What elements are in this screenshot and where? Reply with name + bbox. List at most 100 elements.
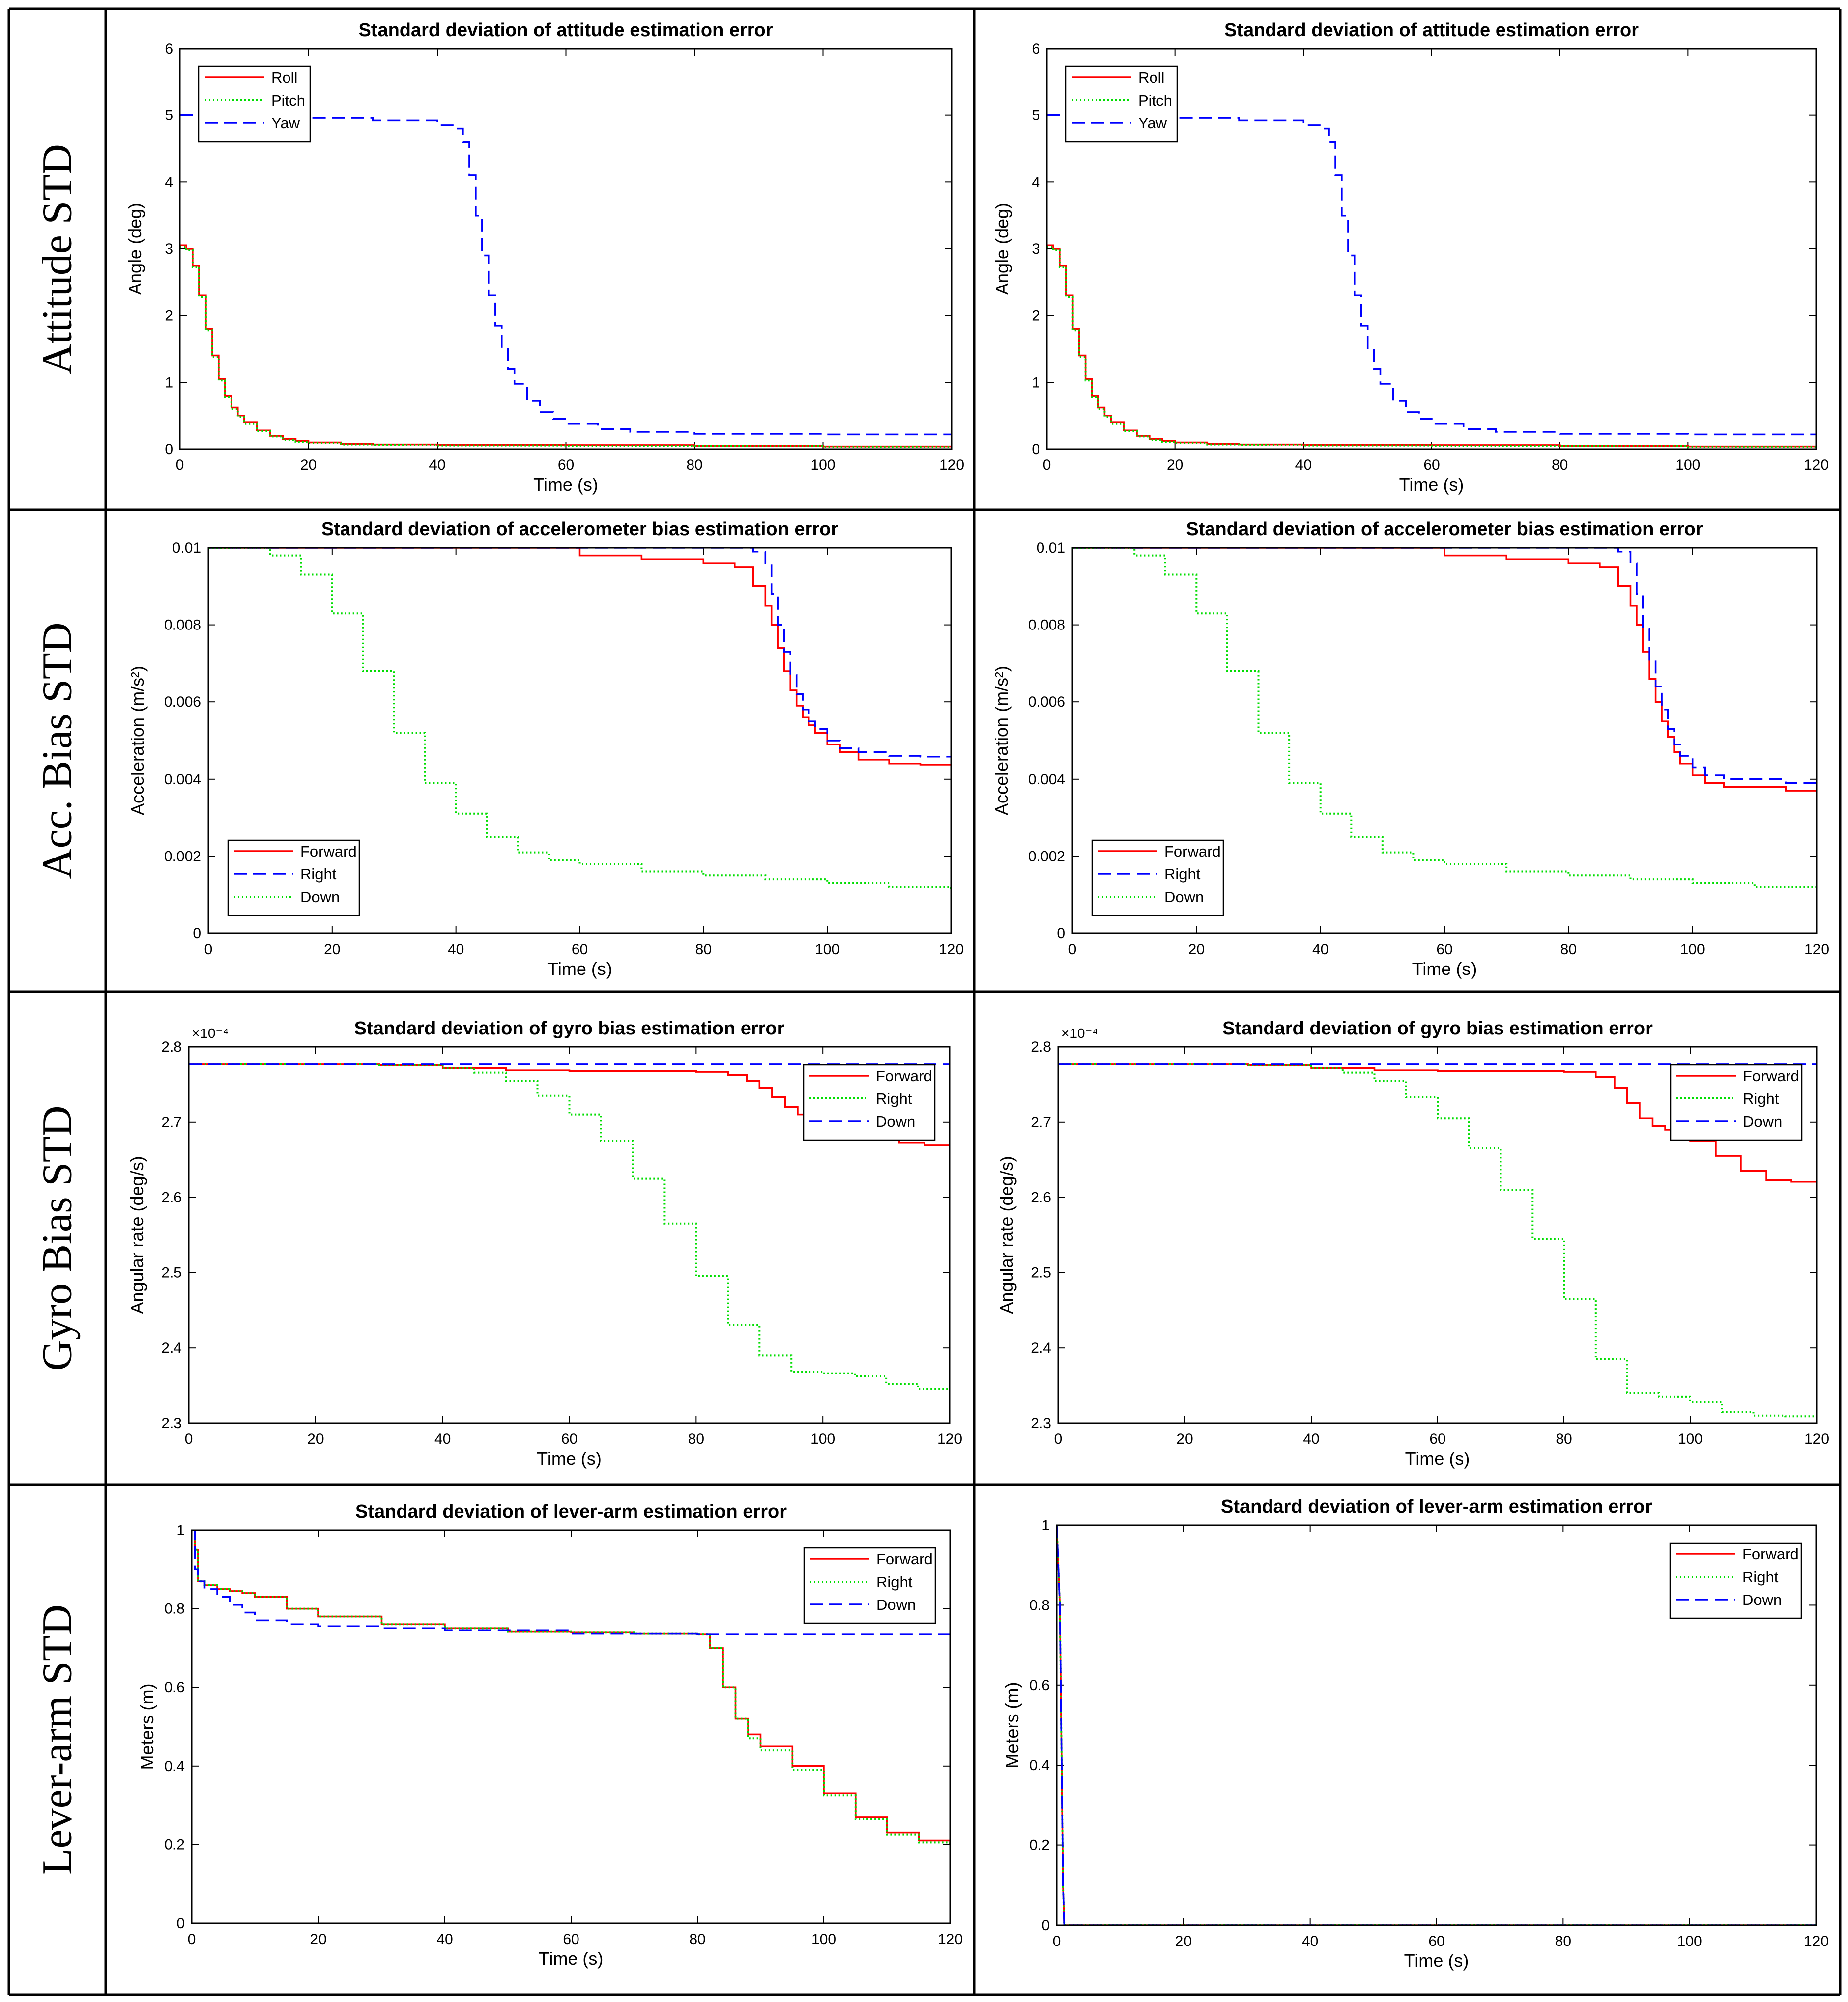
x-axis-label: Time (s) xyxy=(1412,959,1477,979)
y-tick-label: 0.2 xyxy=(164,1836,185,1853)
y-tick-label: 2.4 xyxy=(161,1340,182,1356)
series-line-forward xyxy=(208,548,951,766)
x-axis-label: Time (s) xyxy=(1405,1448,1470,1469)
legend-label-down: Down xyxy=(876,1596,916,1613)
series-line-pitch xyxy=(1047,246,1816,448)
y-tick-label: 2.7 xyxy=(161,1114,182,1131)
plot-frame xyxy=(191,1529,951,1924)
x-tick-label: 80 xyxy=(688,1431,704,1447)
y-tick-label: 0.006 xyxy=(164,694,201,710)
y-tick-label: 2.3 xyxy=(1031,1415,1051,1431)
series-line-right xyxy=(192,1530,950,1845)
y-axis-label: Angle (deg) xyxy=(125,203,145,295)
legend-box xyxy=(1669,1542,1802,1619)
x-tick-label: 120 xyxy=(1804,457,1829,473)
y-tick-label: 1 xyxy=(1041,1517,1050,1534)
y-tick-label: 2 xyxy=(165,308,173,324)
row-label-0: Attitude STD xyxy=(33,144,81,375)
plot-frame xyxy=(1046,48,1817,450)
y-tick-label: 2.5 xyxy=(161,1264,182,1281)
y-tick-label: 0 xyxy=(165,441,173,458)
legend-label-right: Right xyxy=(300,865,337,883)
y-tick-label: 0.01 xyxy=(1037,540,1065,556)
y-tick-label: 0.8 xyxy=(1029,1597,1050,1613)
series-line-down xyxy=(208,548,951,891)
chart-lever-right: Standard deviation of lever-arm estimati… xyxy=(1002,1496,1829,1971)
y-tick-label: 2.3 xyxy=(161,1415,182,1431)
legend-box xyxy=(1091,839,1224,916)
x-tick-label: 40 xyxy=(434,1431,451,1447)
plot-frame xyxy=(179,48,953,450)
legend: Forward Right Down xyxy=(803,1547,936,1624)
x-axis-label: Time (s) xyxy=(1404,1950,1469,1971)
x-tick-label: 40 xyxy=(1295,457,1312,473)
row-label-1: Acc. Bias STD xyxy=(33,622,81,879)
series-group xyxy=(1058,1063,1817,1422)
x-tick-label: 40 xyxy=(436,1931,453,1947)
y-tick-label: 5 xyxy=(165,108,173,124)
x-tick-label: 120 xyxy=(937,1431,962,1447)
y-tick-label: 3 xyxy=(165,241,173,257)
legend-box xyxy=(803,1547,936,1624)
y-axis-label: Acceleration (m/s²) xyxy=(127,666,148,815)
series-line-down xyxy=(1072,548,1817,891)
x-tick-label: 100 xyxy=(1680,941,1705,958)
legend-label-right: Right xyxy=(1742,1568,1779,1586)
x-tick-label: 60 xyxy=(563,1931,579,1947)
x-tick-label: 80 xyxy=(1560,941,1577,958)
legend-label-yaw: Yaw xyxy=(271,114,300,132)
x-tick-label: 0 xyxy=(176,457,184,473)
y-tick-label: 2.8 xyxy=(1031,1039,1051,1055)
y-tick-label: 2.6 xyxy=(1031,1190,1051,1206)
chart-att-left: Standard deviation of attitude estimatio… xyxy=(125,20,964,495)
y-tick-label: 0 xyxy=(193,925,201,942)
legend: Forward Right Down xyxy=(227,839,360,916)
legend-label-pitch: Pitch xyxy=(1138,92,1172,109)
x-tick-label: 40 xyxy=(429,457,445,473)
x-tick-label: 100 xyxy=(811,1931,836,1947)
x-tick-label: 60 xyxy=(1428,1933,1444,1949)
legend-label-right: Right xyxy=(1743,1090,1779,1107)
x-tick-label: 80 xyxy=(1555,1933,1571,1949)
y-tick-label: 0 xyxy=(1032,441,1040,458)
y-axis-exponent: ×10⁻⁴ xyxy=(1061,1026,1098,1041)
series-group xyxy=(180,114,952,448)
y-tick-label: 0 xyxy=(176,1915,185,1932)
chart-title: Standard deviation of attitude estimatio… xyxy=(1224,20,1639,41)
series-line-right xyxy=(1072,548,1817,787)
chart-gyro-right: Standard deviation of gyro bias estimati… xyxy=(996,1018,1829,1469)
x-tick-label: 0 xyxy=(1068,941,1077,958)
chart-acc-right: Standard deviation of accelerometer bias… xyxy=(991,519,1829,979)
x-tick-label: 60 xyxy=(1429,1431,1445,1447)
series-line-yaw xyxy=(180,114,952,436)
legend: Forward Right Down xyxy=(1091,839,1224,916)
legend-label-roll: Roll xyxy=(271,69,297,86)
legend: Forward Right Down xyxy=(803,1064,936,1141)
legend-label-down: Down xyxy=(1743,1113,1782,1130)
y-tick-label: 1 xyxy=(1032,374,1040,391)
x-tick-label: 0 xyxy=(188,1931,196,1947)
x-tick-label: 120 xyxy=(1804,1933,1829,1949)
y-axis-label: Acceleration (m/s²) xyxy=(991,666,1012,815)
y-axis-label: Meters (m) xyxy=(137,1684,157,1770)
table-grid-lines xyxy=(7,7,1842,1996)
y-tick-label: 0.004 xyxy=(164,771,201,788)
x-tick-label: 40 xyxy=(1302,1933,1318,1949)
legend-label-down: Down xyxy=(1742,1591,1782,1608)
chart-title: Standard deviation of accelerometer bias… xyxy=(321,519,838,540)
y-tick-label: 0.4 xyxy=(164,1758,185,1774)
row-labels: Attitude STD Acc. Bias STD Gyro Bias STD Le… xyxy=(33,144,81,1875)
legend-label-forward: Forward xyxy=(876,1067,932,1085)
x-axis-label: Time (s) xyxy=(1399,474,1464,495)
y-tick-label: 0.6 xyxy=(164,1679,185,1696)
x-tick-label: 100 xyxy=(815,941,840,958)
x-tick-label: 0 xyxy=(1043,457,1051,473)
legend-box xyxy=(1065,65,1178,143)
chart-panels: Standard deviation of attitude estimatio… xyxy=(125,20,1829,1971)
legend-label-down: Down xyxy=(1164,888,1204,906)
legend-label-right: Right xyxy=(1164,865,1201,883)
y-tick-label: 1 xyxy=(176,1522,185,1539)
legend-label-forward: Forward xyxy=(300,843,357,860)
x-tick-label: 0 xyxy=(1053,1933,1061,1949)
series-line-forward xyxy=(1072,548,1817,795)
